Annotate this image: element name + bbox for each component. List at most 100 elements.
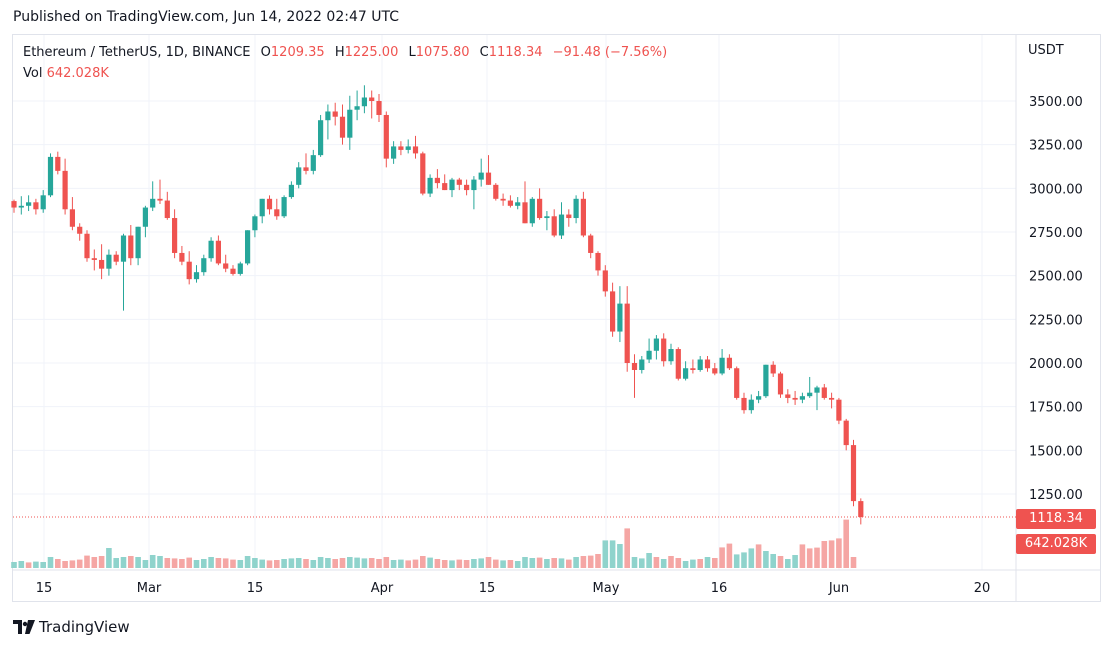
volume-bar xyxy=(317,557,324,568)
candle-body xyxy=(653,338,659,351)
volume-bar xyxy=(420,556,426,568)
volume-bar xyxy=(244,556,251,568)
close-label: C xyxy=(479,45,489,60)
y-tick-label: 1750.00 xyxy=(1029,401,1083,416)
candle-body xyxy=(91,258,97,260)
candle-body xyxy=(128,235,134,259)
candle-body xyxy=(471,179,477,191)
candle-body xyxy=(493,184,499,199)
candle-body xyxy=(120,235,127,262)
candle-body xyxy=(442,183,448,191)
volume-bar xyxy=(47,557,54,568)
candle-body xyxy=(186,261,192,280)
candle-body xyxy=(412,146,419,154)
candle-body xyxy=(230,268,236,274)
volume-bar xyxy=(602,540,609,568)
x-tick-label: 15 xyxy=(247,581,264,596)
candle-body xyxy=(690,368,696,370)
y-tick-label: 2000.00 xyxy=(1029,357,1083,372)
volume-bar xyxy=(806,548,813,568)
candle-body xyxy=(704,359,711,369)
volume-bar xyxy=(850,557,857,568)
candle-body xyxy=(741,397,747,411)
candle-body xyxy=(223,263,229,269)
candle-body xyxy=(369,97,375,101)
candle-body xyxy=(843,420,849,446)
volume-bar xyxy=(536,557,543,568)
volume-bar xyxy=(135,557,141,568)
candle-body xyxy=(259,198,265,217)
y-tick-label: 3500.00 xyxy=(1029,95,1083,110)
candle-body xyxy=(113,254,119,262)
high-label: H xyxy=(334,45,345,60)
candle-body xyxy=(836,399,842,421)
candle-body xyxy=(807,392,813,397)
candle-body xyxy=(697,359,703,370)
volume-bar xyxy=(325,558,331,568)
candle-body xyxy=(573,198,579,219)
last-price-tag: 1118.34 xyxy=(1016,509,1096,529)
candle-body xyxy=(347,109,353,138)
volume-bar xyxy=(274,560,280,568)
candle-body xyxy=(40,195,46,210)
volume-bar xyxy=(748,548,755,568)
volume-bar xyxy=(18,561,25,568)
volume-bar xyxy=(368,558,375,568)
volume-bar xyxy=(259,559,265,568)
candle-body xyxy=(135,226,141,259)
volume-bar xyxy=(580,556,587,568)
volume-bar xyxy=(376,559,382,568)
candle-body xyxy=(157,198,163,201)
symbol-label[interactable]: Ethereum / TetherUS, 1D, BINANCE xyxy=(23,45,251,60)
volume-bar xyxy=(106,548,112,568)
candle-body xyxy=(610,291,616,332)
candle-body xyxy=(566,214,572,219)
candle-body xyxy=(712,368,718,374)
candle-body xyxy=(639,359,645,370)
volume-bar xyxy=(456,559,463,568)
candle-body xyxy=(507,200,513,206)
volume-bar xyxy=(354,557,360,568)
volume-bar xyxy=(777,556,784,568)
published-caption: Published on TradingView.com, Jun 14, 20… xyxy=(13,9,399,25)
candle-body xyxy=(398,146,404,150)
volume-bar xyxy=(120,557,127,568)
y-tick-label: 1250.00 xyxy=(1029,488,1083,503)
candle-body xyxy=(69,209,75,227)
chart-frame xyxy=(12,34,1101,602)
candle-body xyxy=(829,397,835,400)
volume-bar xyxy=(587,555,594,568)
volume-bar xyxy=(186,557,192,568)
low-value: 1075.80 xyxy=(415,45,470,60)
volume-bar xyxy=(398,559,404,568)
volume-bar xyxy=(463,560,470,568)
candle-body xyxy=(55,156,61,171)
volume-bar xyxy=(69,560,76,568)
candle-body xyxy=(361,97,367,107)
y-tick-label: 2750.00 xyxy=(1029,226,1083,241)
volume-bar xyxy=(441,560,448,568)
volume-bar xyxy=(514,561,521,568)
x-tick-label: 15 xyxy=(36,581,53,596)
volume-bar xyxy=(690,559,696,568)
volume-bar xyxy=(11,562,17,568)
volume-bar xyxy=(208,557,214,568)
open-value: 1209.35 xyxy=(270,45,325,60)
x-tick-label: Apr xyxy=(371,581,394,596)
volume-bar xyxy=(522,557,528,568)
volume-label: Vol xyxy=(23,66,43,81)
tradingview-logo[interactable]: TradingView xyxy=(13,618,130,636)
volume-bar xyxy=(682,561,689,568)
volume-bar xyxy=(544,559,550,568)
candle-body xyxy=(675,349,681,379)
volume-bar xyxy=(157,556,163,568)
volume-bar xyxy=(40,562,46,568)
candle-body xyxy=(376,101,382,115)
candle-body xyxy=(683,368,689,379)
candle-body xyxy=(201,258,207,273)
candle-body xyxy=(522,202,528,224)
volume-bar xyxy=(609,540,616,568)
candle-body xyxy=(339,116,346,138)
candle-body xyxy=(296,167,302,185)
